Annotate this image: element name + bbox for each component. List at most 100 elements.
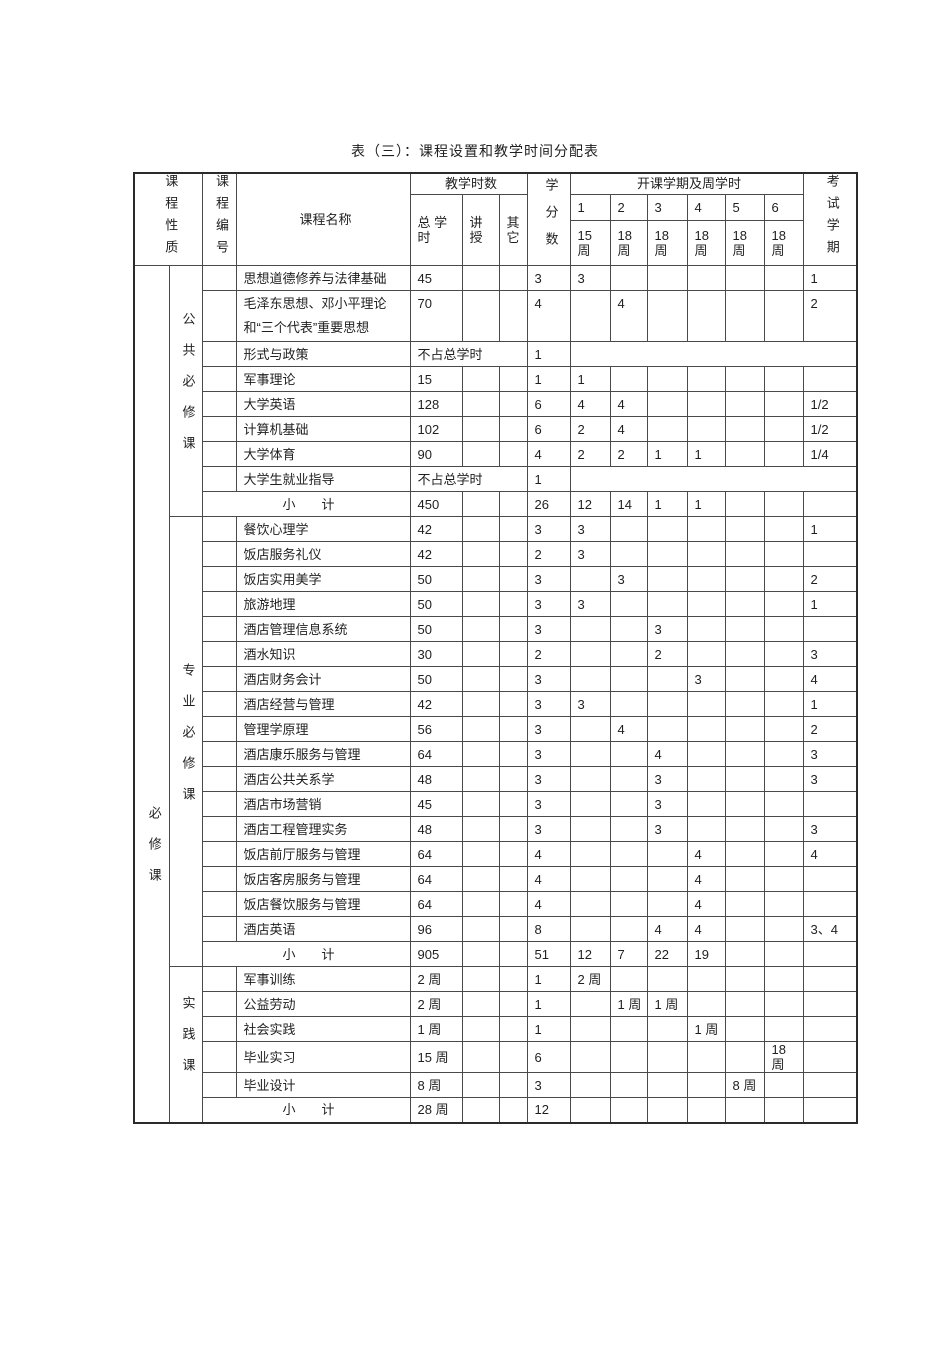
header-lecture-hours: 讲 授 bbox=[461, 193, 500, 266]
course-row: 饭店餐饮服务与管理 64 4 4 bbox=[134, 891, 858, 917]
cell-course-number bbox=[201, 1041, 237, 1073]
cell-semester-2 bbox=[609, 766, 648, 792]
cell-semester-2: 7 bbox=[609, 941, 648, 967]
cell-total-hours: 50 bbox=[409, 666, 463, 692]
cell-semester-5 bbox=[724, 616, 765, 642]
cell-course-number bbox=[201, 741, 237, 767]
cell-semester-4 bbox=[686, 991, 726, 1017]
cell-lecture-hours bbox=[461, 441, 500, 467]
cell-total-hours: 64 bbox=[409, 841, 463, 867]
cell-semester-1 bbox=[569, 741, 611, 767]
cell-course-name: 饭店实用美学 bbox=[235, 566, 411, 592]
header-exam-semester-label: 考试学期 bbox=[824, 174, 840, 262]
cell-other-hours bbox=[498, 691, 528, 717]
cell-other-hours bbox=[498, 1041, 528, 1073]
cell-semester-3 bbox=[646, 716, 688, 742]
cell-lecture-hours bbox=[461, 941, 500, 967]
cell-total-hours: 2 周 bbox=[409, 991, 463, 1017]
cell-semester-2: 4 bbox=[609, 416, 648, 442]
cell-semester-5 bbox=[724, 366, 765, 392]
cell-semester-1: 3 bbox=[569, 265, 611, 291]
cell-semester-3: 4 bbox=[646, 741, 688, 767]
cell-subtotal-label: 小 计 bbox=[201, 1097, 411, 1123]
cell-lecture-hours bbox=[461, 566, 500, 592]
cell-total-hours: 48 bbox=[409, 766, 463, 792]
cell-semester-2 bbox=[609, 791, 648, 817]
cell-semester-1 bbox=[569, 290, 611, 342]
cell-semester-5: 8 周 bbox=[724, 1072, 765, 1098]
cell-section-label: 专业必修课 bbox=[168, 516, 203, 967]
cell-course-name: 大学生就业指导 bbox=[235, 466, 411, 492]
cell-semester-3: 1 bbox=[646, 441, 688, 467]
cell-exam-semester bbox=[802, 491, 858, 517]
cell-total-hours: 42 bbox=[409, 516, 463, 542]
cell-semester-3 bbox=[646, 566, 688, 592]
cell-exam-semester bbox=[802, 866, 858, 892]
cell-semester-1 bbox=[569, 891, 611, 917]
header-course-number: 课程编号 bbox=[201, 172, 237, 266]
cell-lecture-hours bbox=[461, 791, 500, 817]
cell-semester-5 bbox=[724, 1041, 765, 1073]
cell-semester-5 bbox=[724, 816, 765, 842]
cell-total-hours: 45 bbox=[409, 791, 463, 817]
cell-semester-3 bbox=[646, 591, 688, 617]
cell-semester-1: 3 bbox=[569, 691, 611, 717]
cell-course-number bbox=[201, 441, 237, 467]
cell-lecture-hours bbox=[461, 391, 500, 417]
cell-course-name: 大学英语 bbox=[235, 391, 411, 417]
cell-exam-semester: 1/4 bbox=[802, 441, 858, 467]
cell-semester-6 bbox=[763, 941, 804, 967]
cell-other-hours bbox=[498, 290, 528, 342]
header-weeks-4: 18 周 bbox=[686, 220, 726, 266]
cell-course-name: 管理学原理 bbox=[235, 716, 411, 742]
subtotal-row: 小 计 28 周 12 bbox=[134, 1097, 858, 1123]
cell-semester-4 bbox=[686, 416, 726, 442]
cell-semester-2: 14 bbox=[609, 491, 648, 517]
cell-other-hours bbox=[498, 916, 528, 942]
cell-semester-6 bbox=[763, 516, 804, 542]
cell-credits: 3 bbox=[526, 516, 571, 542]
cell-other-hours bbox=[498, 366, 528, 392]
cell-subtotal-label: 小 计 bbox=[201, 941, 411, 967]
course-row: 必修课 公共必修课 思想道德修养与法律基础 45 3 3 1 bbox=[133, 265, 858, 1123]
cell-course-number bbox=[201, 916, 237, 942]
cell-credits: 6 bbox=[526, 391, 571, 417]
cell-semester-4 bbox=[686, 391, 726, 417]
cell-semester-1 bbox=[569, 816, 611, 842]
table-body: 课程性质 课程编号 课程名称 教学时数 学分数 开课学期及周学时 考试学期 总 … bbox=[133, 172, 858, 1123]
cell-exam-semester bbox=[802, 1072, 858, 1098]
header-weeks-3: 18 周 bbox=[646, 220, 688, 266]
cell-semester-3: 1 周 bbox=[646, 991, 688, 1017]
cell-semester-6 bbox=[763, 916, 804, 942]
cell-total-hours: 30 bbox=[409, 641, 463, 667]
cell-total-hours: 1 周 bbox=[409, 1016, 463, 1042]
cell-exam-semester bbox=[802, 941, 858, 967]
cell-lecture-hours bbox=[461, 1041, 500, 1073]
cell-credits: 1 bbox=[526, 1016, 571, 1042]
cell-course-number bbox=[201, 641, 237, 667]
cell-course-number bbox=[201, 366, 237, 392]
header-semester-6: 6 bbox=[763, 193, 804, 221]
header-exam-semester: 考试学期 bbox=[802, 172, 858, 266]
cell-semester-5 bbox=[724, 941, 765, 967]
cell-semester-6 bbox=[763, 1097, 804, 1123]
cell-course-number bbox=[201, 566, 237, 592]
cell-semester-2 bbox=[609, 741, 648, 767]
cell-semester-4 bbox=[686, 1072, 726, 1098]
cell-lecture-hours bbox=[461, 1097, 500, 1123]
cell-total-hours: 42 bbox=[409, 691, 463, 717]
cell-course-number bbox=[201, 816, 237, 842]
cell-semester-2 bbox=[609, 1072, 648, 1098]
cell-course-name: 计算机基础 bbox=[235, 416, 411, 442]
cell-course-number bbox=[201, 866, 237, 892]
cell-other-hours bbox=[498, 966, 528, 992]
cell-total-hours: 64 bbox=[409, 891, 463, 917]
header-semester-3: 3 bbox=[646, 193, 688, 221]
cell-exam-semester: 3、4 bbox=[802, 916, 858, 942]
cell-semester-2 bbox=[609, 541, 648, 567]
cell-semester-5 bbox=[724, 641, 765, 667]
cell-exam-semester: 1 bbox=[802, 516, 858, 542]
cell-semester-3 bbox=[646, 1097, 688, 1123]
cell-semester-4 bbox=[686, 641, 726, 667]
